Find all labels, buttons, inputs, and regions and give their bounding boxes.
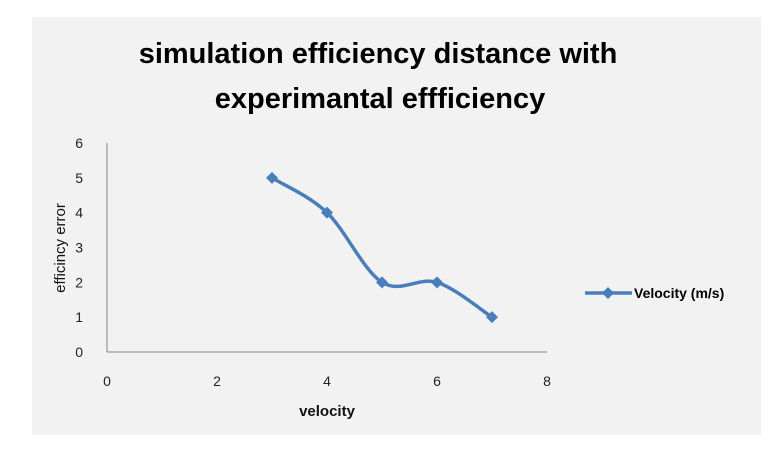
y-tick-label: 5 [75,170,83,186]
y-tick-labels: 0 1 2 3 4 5 6 [75,135,83,360]
plot-area [266,171,498,324]
x-tick-label: 8 [543,373,551,389]
data-point-marker [486,311,498,324]
y-tick-label: 4 [75,205,83,221]
chart-title-line-2: experimantal effficiency [215,83,545,115]
legend-label: Velocity (m/s) [634,285,724,301]
series-line [271,176,493,319]
data-point-marker [431,276,443,289]
legend: Velocity (m/s) [585,285,724,301]
chart-area [32,17,761,435]
data-point-marker [321,206,333,219]
legend-marker-diamond [602,287,614,299]
y-tick-label: 1 [75,309,83,325]
x-tick-labels: 0 2 4 6 8 [103,373,551,389]
y-tick-label: 2 [75,274,83,290]
data-point-marker [266,171,278,184]
x-tick-label: 2 [213,373,221,389]
y-axis-title: efficincy error [52,203,69,293]
x-tick-label: 0 [103,373,111,389]
chart-title-line-1: simulation efficiency distance with [139,38,618,70]
y-tick-label: 0 [75,344,83,360]
y-tick-label: 3 [75,240,83,256]
data-point-marker [376,276,388,289]
axes [106,143,547,353]
x-tick-label: 4 [323,373,331,389]
x-axis-title: velocity [299,403,356,420]
x-tick-label: 6 [433,373,441,389]
y-tick-label: 6 [75,135,83,151]
